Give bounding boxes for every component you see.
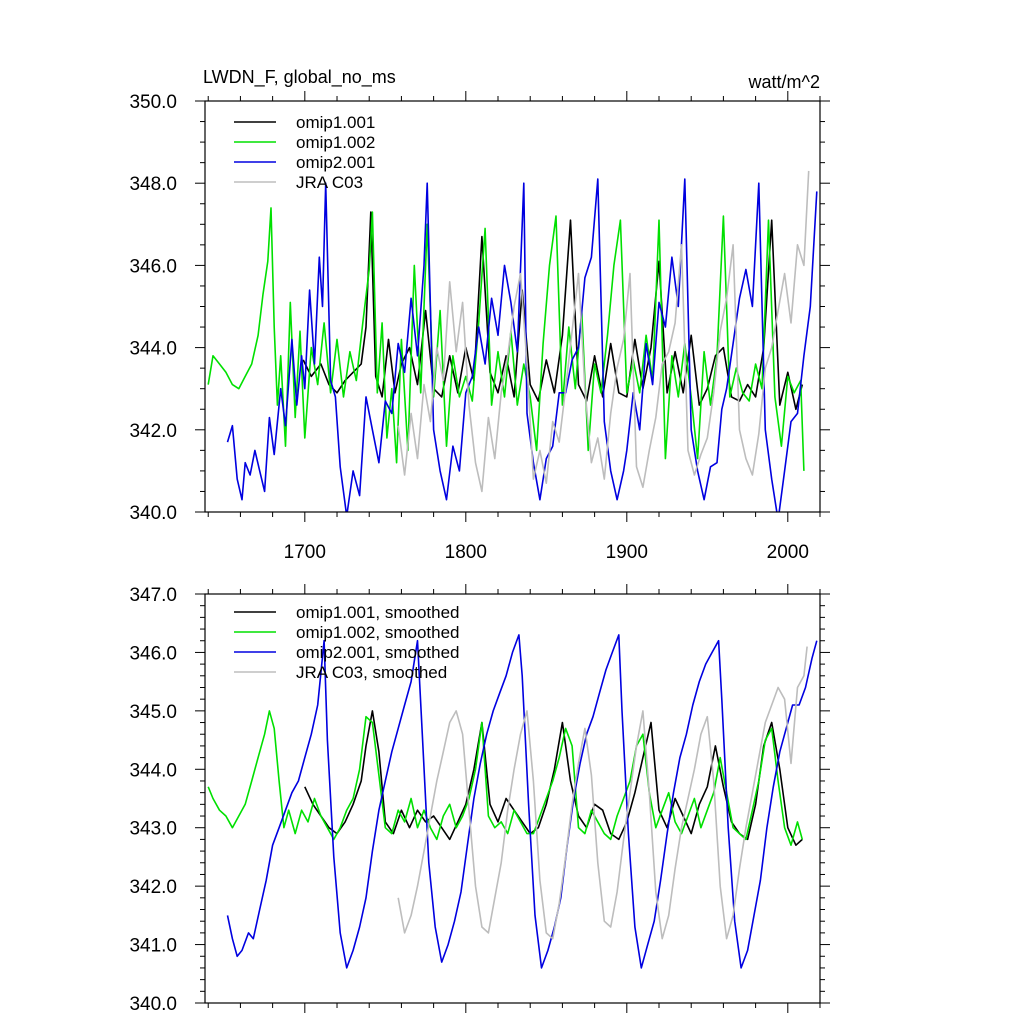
y-tick-label: 340.0 <box>129 994 177 1015</box>
y-tick-label: 350.0 <box>129 92 177 113</box>
x-tick-label: 1700 <box>284 542 326 563</box>
y-tick-label: 344.0 <box>129 760 177 781</box>
y-tick-label: 344.0 <box>129 339 177 360</box>
series-line-3 <box>397 170 810 493</box>
series-group <box>207 170 818 512</box>
series-line-1 <box>207 710 804 846</box>
series-line-1 <box>207 207 805 471</box>
y-tick-label: 340.0 <box>129 503 177 524</box>
y-tick-label: 348.0 <box>129 174 177 195</box>
legend-label: omip1.002 <box>296 133 375 152</box>
units-label: watt/m^2 <box>748 72 820 92</box>
legend-label: omip2.001, smoothed <box>296 643 460 662</box>
y-tick-label: 347.0 <box>129 585 177 606</box>
legend-label: JRA C03 <box>296 173 363 192</box>
legend-label: omip1.002, smoothed <box>296 623 460 642</box>
figure-title: LWDN_F, global_no_ms <box>203 67 396 88</box>
top-panel: 340.0 342.0 344.0 346.0 348.0 350.0 1700 1800 19… <box>129 91 830 563</box>
series-line-3 <box>397 646 808 940</box>
series-line-2 <box>226 178 818 512</box>
x-tick-label: 1800 <box>445 542 487 563</box>
y-tick-label: 342.0 <box>129 421 177 442</box>
y-tick-label: 346.0 <box>129 643 177 664</box>
y-tick-label: 345.0 <box>129 702 177 723</box>
y-tick-label: 341.0 <box>129 936 177 957</box>
x-tick-label: 1900 <box>606 542 648 563</box>
x-tick-label: 2000 <box>767 542 809 563</box>
y-tick-label: 342.0 <box>129 877 177 898</box>
y-tick-label: 343.0 <box>129 819 177 840</box>
legend-label: omip1.001 <box>296 113 375 132</box>
plot-frame <box>204 593 821 1004</box>
legend-label: omip2.001 <box>296 153 375 172</box>
legend-label: JRA C03, smoothed <box>296 663 447 682</box>
bottom-panel: 340.0 341.0 342.0 343.0 344.0 345.0 346.0 347.0… <box>129 584 830 1015</box>
legend-label: omip1.001, smoothed <box>296 603 460 622</box>
y-tick-label: 346.0 <box>129 256 177 277</box>
series-group <box>207 634 818 969</box>
series-line-2 <box>226 634 818 969</box>
